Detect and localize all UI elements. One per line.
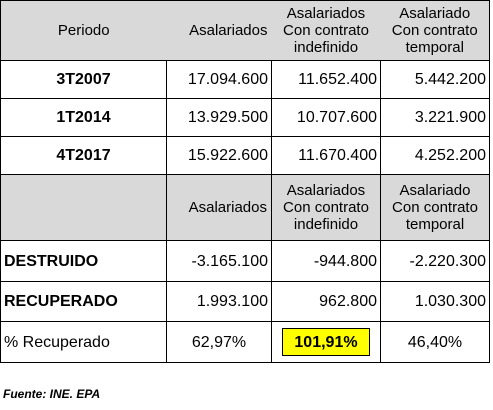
header-indefinido-2: Asalariados Con contrato indefinido — [271, 174, 381, 241]
header-temporal-2-line2: Con contrato — [392, 199, 478, 216]
table-header-row-2: Asalariados Asalariados Con contrato ind… — [0, 174, 490, 241]
header-indefinido-2-line2: Con contrato — [283, 199, 369, 216]
header-indefinido-2-line1: Asalariados — [286, 182, 366, 199]
row-label-3t2007: 3T2007 — [0, 60, 167, 99]
cell-value: 10.707.600 — [271, 98, 381, 137]
header-asalariados-2: Asalariados — [166, 174, 272, 241]
header-blank — [0, 174, 167, 241]
table-row: DESTRUIDO -3.165.100 -944.800 -2.220.300 — [0, 240, 490, 282]
table-row: 3T2007 17.094.600 11.652.400 5.442.200 — [0, 60, 490, 99]
table-row: 4T2017 15.922.600 11.670.400 4.252.200 — [0, 136, 490, 175]
cell-value: 962.800 — [271, 281, 381, 322]
cell-value: -2.220.300 — [380, 240, 490, 282]
table-header-row: Periodo Asalariados Asalariados Con cont… — [0, 0, 490, 61]
header-temporal: Asalariado Con contrato temporal — [380, 0, 490, 61]
cell-value: 4.252.200 — [380, 136, 490, 175]
cell-value: 3.221.900 — [380, 98, 490, 137]
cell-value-highlighted: 101,91% — [271, 321, 381, 363]
cell-value: 5.442.200 — [380, 60, 490, 99]
cell-value: 11.652.400 — [271, 60, 381, 99]
header-indefinido-line1: Asalariados — [286, 5, 366, 22]
cell-value: 15.922.600 — [166, 136, 272, 175]
header-temporal-line3: temporal — [405, 39, 464, 56]
header-indefinido-2-line3: indefinido — [293, 216, 359, 233]
cell-value: -944.800 — [271, 240, 381, 282]
header-indefinido-line2: Con contrato — [283, 22, 369, 39]
table-row: RECUPERADO 1.993.100 962.800 1.030.300 — [0, 281, 490, 322]
cell-value: 1.993.100 — [166, 281, 272, 322]
header-periodo: Periodo — [0, 0, 167, 61]
row-label-1t2014: 1T2014 — [0, 98, 167, 137]
header-temporal-line2: Con contrato — [391, 22, 478, 39]
source-note: Fuente: INE. EPA — [3, 387, 101, 401]
cell-value: 62,97% — [166, 321, 272, 363]
cell-value: 46,40% — [380, 321, 490, 363]
row-label-recuperado: RECUPERADO — [0, 281, 167, 322]
row-label-destruido: DESTRUIDO — [0, 240, 167, 282]
header-temporal-line1: Asalariado — [399, 5, 471, 22]
header-indefinido: Asalariados Con contrato indefinido — [271, 0, 381, 61]
cell-value: 11.670.400 — [271, 136, 381, 175]
table-row: % Recuperado 62,97% 101,91% 46,40% — [0, 321, 490, 363]
row-label-4t2017: 4T2017 — [0, 136, 167, 175]
cell-value: -3.165.100 — [166, 240, 272, 282]
table-row: 1T2014 13.929.500 10.707.600 3.221.900 — [0, 98, 490, 137]
row-label-pct-recuperado: % Recuperado — [0, 321, 167, 363]
header-indefinido-line3: indefinido — [293, 39, 359, 56]
header-temporal-2: Asalariado Con contrato temporal — [380, 174, 490, 241]
header-asalariados: Asalariados — [166, 0, 272, 61]
cell-value: 1.030.300 — [380, 281, 490, 322]
cell-value: 17.094.600 — [166, 60, 272, 99]
header-temporal-2-line1: Asalariado — [399, 182, 471, 199]
highlight-box: 101,91% — [282, 328, 370, 356]
cell-value: 13.929.500 — [166, 98, 272, 137]
header-temporal-2-line3: temporal — [405, 216, 465, 233]
employment-table: Periodo Asalariados Asalariados Con cont… — [0, 0, 490, 363]
